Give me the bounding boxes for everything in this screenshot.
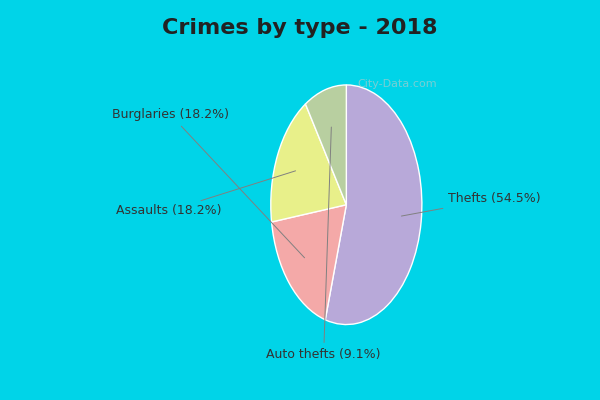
Text: Auto thefts (9.1%): Auto thefts (9.1%): [266, 127, 381, 361]
Wedge shape: [272, 205, 346, 320]
Text: Assaults (18.2%): Assaults (18.2%): [116, 171, 296, 217]
Text: Thefts (54.5%): Thefts (54.5%): [401, 192, 541, 216]
Wedge shape: [271, 104, 346, 222]
Text: City-Data.com: City-Data.com: [358, 79, 437, 89]
Text: Burglaries (18.2%): Burglaries (18.2%): [112, 108, 305, 258]
Wedge shape: [325, 85, 422, 324]
Text: Crimes by type - 2018: Crimes by type - 2018: [162, 18, 438, 38]
Wedge shape: [305, 85, 346, 205]
